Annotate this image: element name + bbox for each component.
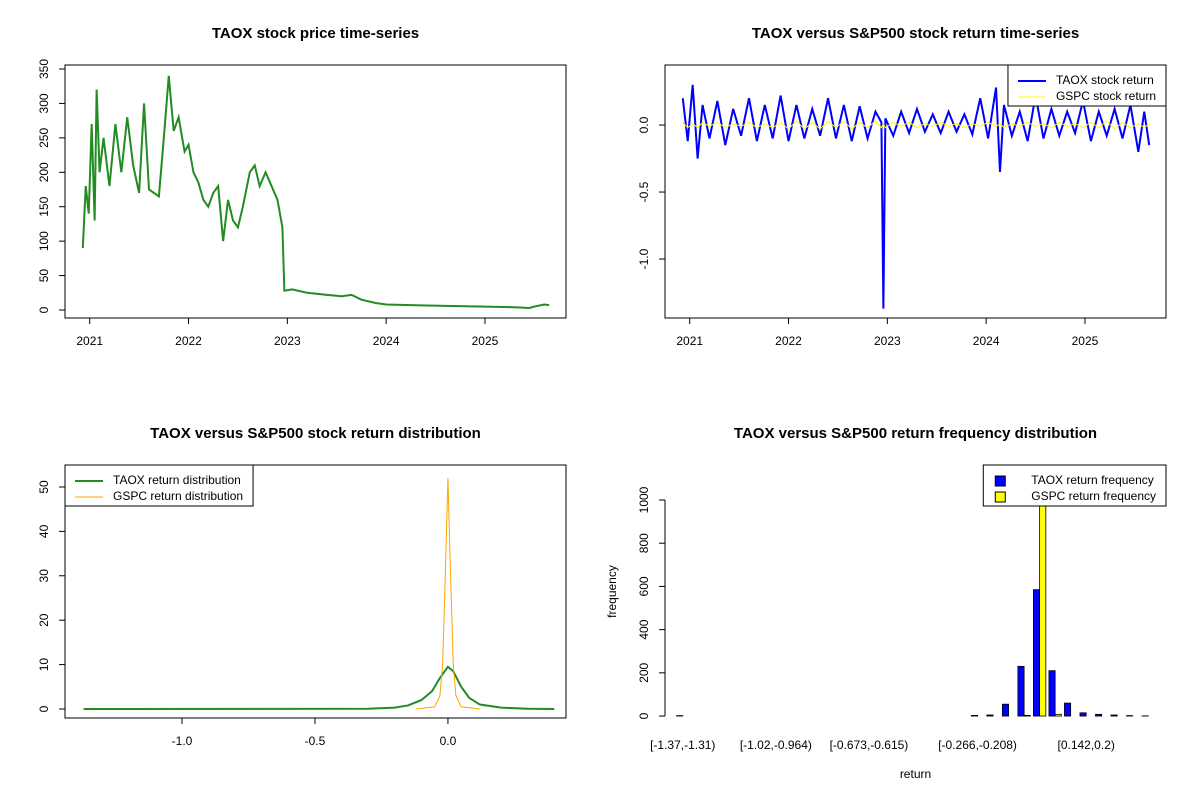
x-tick-label: 2022 bbox=[775, 334, 802, 348]
y-tick-label: 0.0 bbox=[637, 116, 651, 133]
x-tick-label: [-1.37,-1.31) bbox=[650, 738, 715, 752]
legend-swatch bbox=[994, 491, 1006, 503]
y-tick-label: 400 bbox=[637, 619, 651, 639]
legend-label: GSPC return distribution bbox=[113, 489, 243, 503]
x-tick-label: 2024 bbox=[373, 334, 400, 348]
x-tick-label: 2025 bbox=[1072, 334, 1099, 348]
bar bbox=[1064, 702, 1072, 717]
legend-label: TAOX return distribution bbox=[113, 473, 241, 487]
series-line bbox=[682, 120, 1150, 130]
x-tick-label: 2022 bbox=[175, 334, 202, 348]
bar bbox=[970, 715, 978, 717]
y-tick-label: 200 bbox=[637, 663, 651, 683]
y-tick-label: 100 bbox=[37, 231, 51, 251]
bar bbox=[1079, 712, 1087, 717]
series-line bbox=[81, 75, 550, 309]
chart-title: TAOX versus S&P500 return frequency dist… bbox=[734, 425, 1097, 442]
bar bbox=[1017, 665, 1025, 717]
y-tick-label: 40 bbox=[37, 524, 51, 538]
y-tick-label: 800 bbox=[637, 533, 651, 553]
y-tick-label: 250 bbox=[37, 128, 51, 148]
bar bbox=[1001, 703, 1009, 717]
bar bbox=[986, 714, 994, 717]
y-tick-label: -1.0 bbox=[637, 248, 651, 269]
y-tick-label: 50 bbox=[37, 480, 51, 494]
series-line bbox=[83, 665, 555, 710]
legend-label: TAOX return frequency bbox=[1031, 473, 1154, 487]
x-tick-label: [0.142,0.2) bbox=[1057, 738, 1114, 752]
y-tick-label: 0 bbox=[37, 306, 51, 313]
y-tick-label: 50 bbox=[37, 269, 51, 283]
x-tick-label: [-1.02,-0.964) bbox=[740, 738, 812, 752]
x-tick-label: -0.5 bbox=[305, 734, 326, 748]
x-tick-label: 2025 bbox=[472, 334, 499, 348]
x-tick-label: 2023 bbox=[274, 334, 301, 348]
x-tick-label: 0.0 bbox=[440, 734, 457, 748]
y-tick-label: 350 bbox=[37, 59, 51, 79]
x-tick-label: 2021 bbox=[676, 334, 703, 348]
y-tick-label: 300 bbox=[37, 93, 51, 113]
y-tick-label: 0 bbox=[37, 705, 51, 712]
legend-label: GSPC return frequency bbox=[1031, 489, 1156, 503]
legend-box bbox=[982, 464, 1167, 507]
bar bbox=[1033, 589, 1041, 717]
legend-box bbox=[1007, 64, 1167, 107]
y-tick-label: 0 bbox=[637, 712, 651, 719]
y-tick-label: 600 bbox=[637, 576, 651, 596]
x-tick-label: 2021 bbox=[76, 334, 103, 348]
bar bbox=[1023, 715, 1031, 717]
bar bbox=[1048, 670, 1056, 717]
chart-title: TAOX stock price time-series bbox=[212, 25, 419, 42]
chart-title: TAOX versus S&P500 stock return time-ser… bbox=[752, 25, 1079, 42]
y-tick-label: 200 bbox=[37, 162, 51, 182]
x-tick-label: 2023 bbox=[874, 334, 901, 348]
bar bbox=[1054, 713, 1062, 717]
y-axis-title: frequency bbox=[605, 565, 619, 618]
x-tick-label: [-0.673,-0.615) bbox=[830, 738, 909, 752]
legend-label: GSPC stock return bbox=[1056, 89, 1156, 103]
series-line bbox=[415, 478, 480, 710]
bar bbox=[1095, 713, 1103, 717]
y-tick-label: -0.5 bbox=[637, 181, 651, 202]
legend-swatch bbox=[994, 475, 1006, 487]
bar bbox=[1110, 714, 1118, 717]
y-tick-label: 20 bbox=[37, 613, 51, 627]
x-tick-label: 2024 bbox=[973, 334, 1000, 348]
y-tick-label: 10 bbox=[37, 658, 51, 672]
y-tick-label: 150 bbox=[37, 196, 51, 216]
y-tick-label: 30 bbox=[37, 569, 51, 583]
series-line bbox=[681, 84, 1151, 309]
x-tick-label: -1.0 bbox=[172, 734, 193, 748]
chart-title: TAOX versus S&P500 stock return distribu… bbox=[150, 425, 481, 442]
legend-label: TAOX stock return bbox=[1056, 73, 1154, 87]
y-tick-label: 1000 bbox=[637, 486, 651, 513]
legend-box bbox=[64, 464, 254, 507]
x-tick-label: [-0.266,-0.208) bbox=[938, 738, 1017, 752]
x-axis-title: return bbox=[900, 767, 931, 781]
